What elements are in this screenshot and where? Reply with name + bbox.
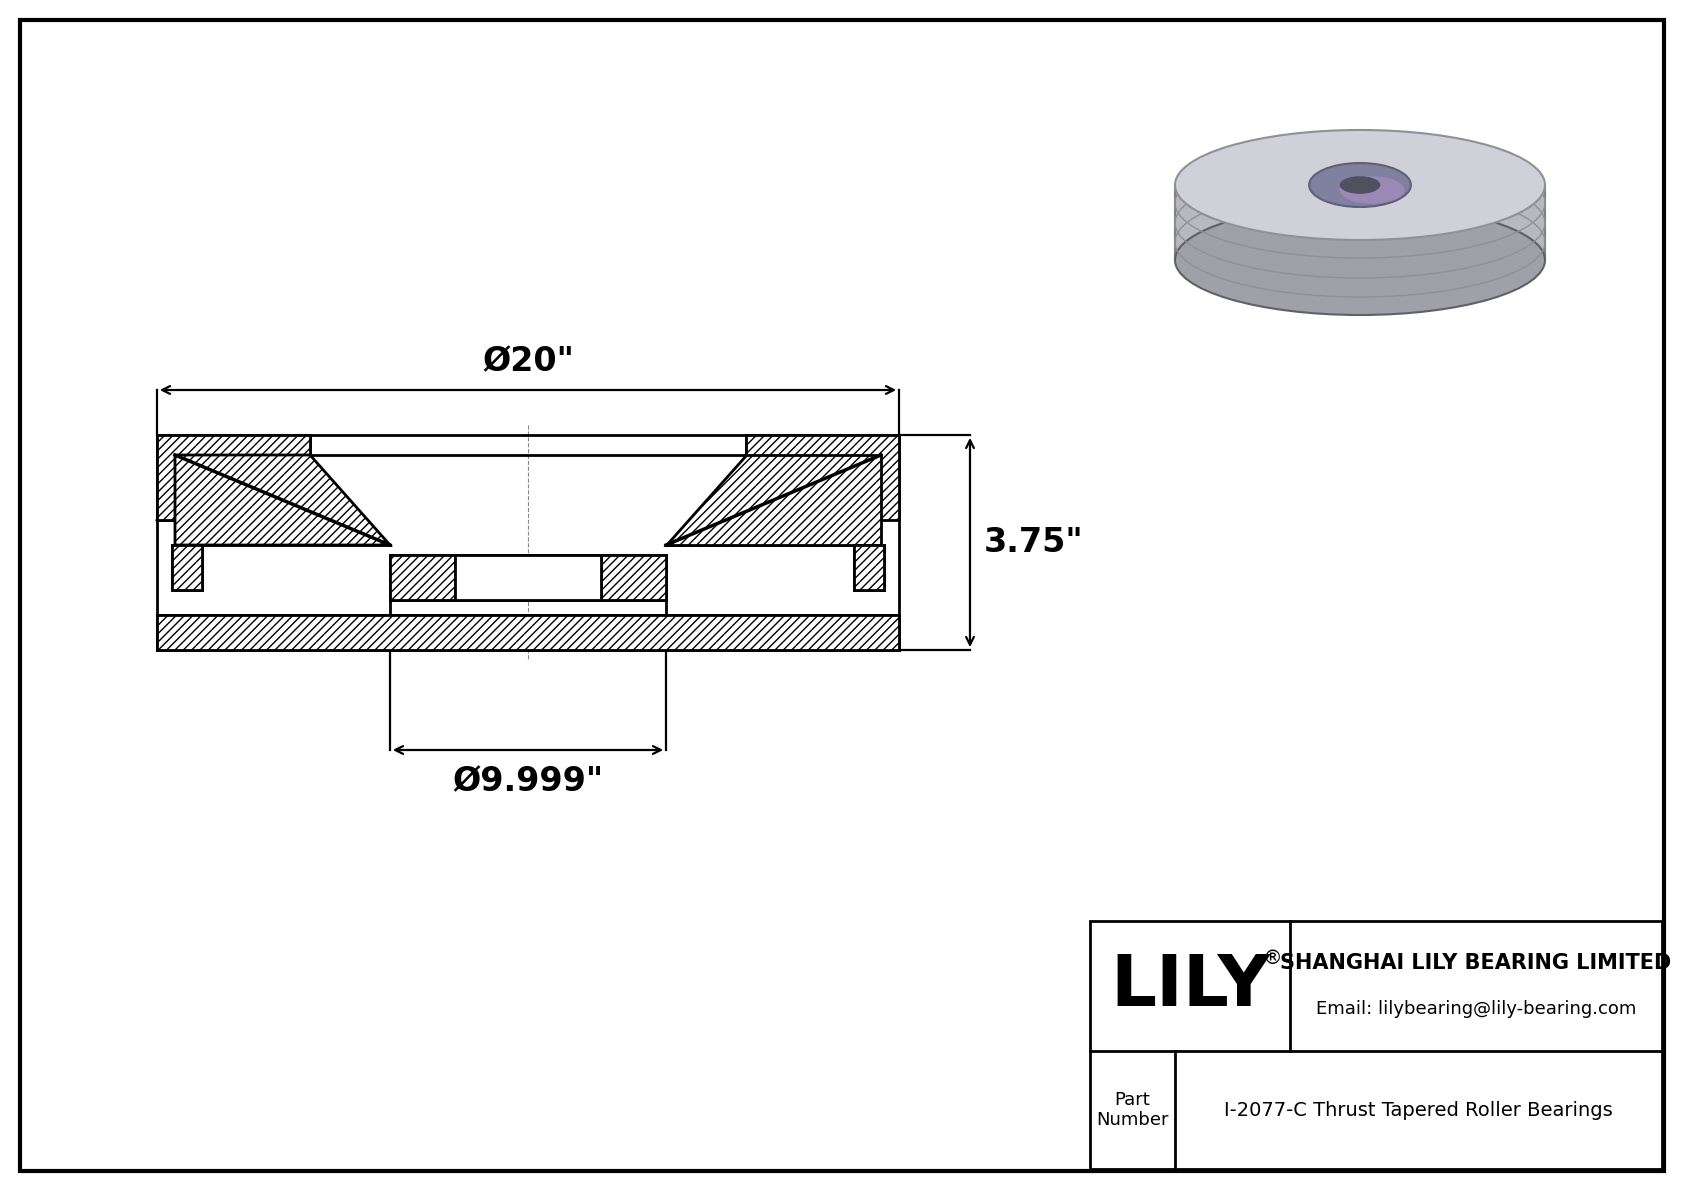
Bar — [601, 555, 665, 600]
Ellipse shape — [1340, 176, 1404, 204]
Bar — [854, 545, 884, 590]
Text: SHANGHAI LILY BEARING LIMITED: SHANGHAI LILY BEARING LIMITED — [1280, 953, 1672, 973]
Text: ®: ® — [1263, 948, 1282, 967]
Bar — [391, 555, 455, 600]
Ellipse shape — [1175, 130, 1544, 241]
Ellipse shape — [1308, 163, 1411, 207]
Text: 3.75": 3.75" — [983, 526, 1083, 559]
Ellipse shape — [1175, 205, 1544, 314]
Text: I-2077-C Thrust Tapered Roller Bearings: I-2077-C Thrust Tapered Roller Bearings — [1224, 1100, 1613, 1120]
Bar — [746, 435, 899, 520]
Ellipse shape — [1340, 176, 1381, 194]
Bar — [172, 545, 202, 590]
Polygon shape — [1175, 185, 1544, 260]
Bar — [1090, 921, 1662, 1170]
Bar — [310, 455, 746, 615]
Polygon shape — [157, 435, 310, 520]
Text: Email: lilybearing@lily-bearing.com: Email: lilybearing@lily-bearing.com — [1315, 1000, 1637, 1018]
Bar — [157, 615, 899, 650]
Text: Part
Number: Part Number — [1096, 1091, 1169, 1129]
Text: LILY: LILY — [1110, 952, 1270, 1021]
Polygon shape — [175, 455, 391, 545]
Text: Ø9.999": Ø9.999" — [453, 765, 603, 798]
Bar — [455, 555, 601, 600]
Polygon shape — [665, 455, 881, 545]
Bar — [157, 435, 310, 520]
Text: Ø20": Ø20" — [482, 345, 574, 378]
